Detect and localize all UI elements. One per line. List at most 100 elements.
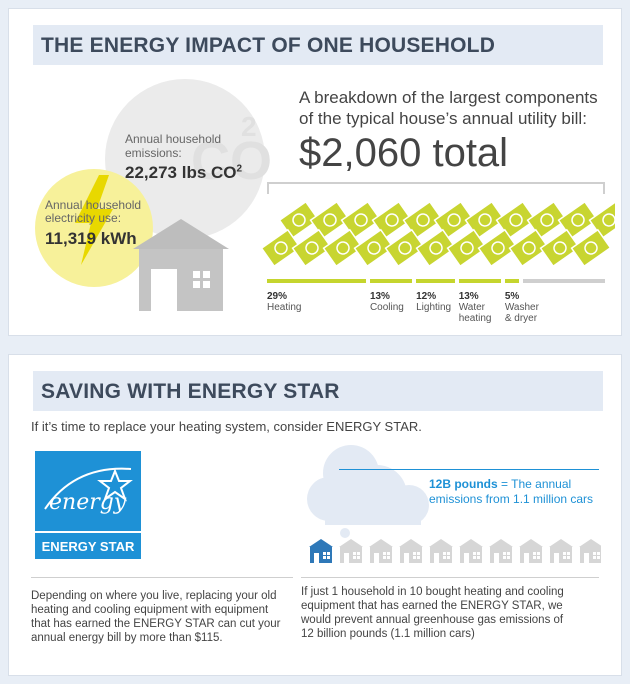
- dollar-bill-icon: [526, 200, 568, 240]
- category-percent: 13%: [369, 291, 390, 302]
- cloud-caption-line1: 12B pounds = The annual: [429, 477, 593, 492]
- category-bar-segment: [504, 279, 519, 283]
- cloud-caption-rest: = The annual: [497, 477, 572, 491]
- electricity-label-line2: electricity use:: [45, 211, 122, 225]
- left-divider: [31, 577, 293, 578]
- household-row: [309, 539, 601, 563]
- section-title: SAVING WITH ENERGY STAR: [41, 380, 340, 403]
- paragraph-line: 12 billion pounds (1.1 million cars): [301, 628, 475, 640]
- emissions-label-line2: emissions:: [125, 146, 182, 160]
- energy-impact-panel: THE ENERGY IMPACT OF ONE HOUSEHOLD CO 2 …: [8, 8, 622, 336]
- house-icon: [579, 539, 601, 563]
- energy-script-text: energy: [49, 490, 127, 515]
- category-percent: 13%: [458, 291, 479, 302]
- emissions-value-text: 22,273 lbs CO: [125, 163, 237, 182]
- house-icon: [549, 539, 573, 563]
- dollar-bill-icon: [477, 228, 519, 268]
- savings-paragraph: Depending on where you live, replacing y…: [31, 589, 299, 645]
- category-name: Water: [458, 302, 485, 313]
- electricity-label: Annual household electricity use:: [45, 199, 141, 225]
- saving-energy-star-panel: SAVING WITH ENERGY STAR If it’s time to …: [8, 354, 622, 676]
- category-bar-segment: [416, 279, 455, 283]
- category-name: Lighting: [416, 302, 452, 313]
- category-name-line2: & dryer: [504, 313, 538, 324]
- dollar-bill-icon: [446, 228, 488, 268]
- emissions-label-line1: Annual household: [125, 132, 222, 146]
- dollar-bill-icon: [495, 200, 537, 240]
- dollar-bill-icon: [402, 200, 444, 240]
- intro-text: If it’s time to replace your heating sys…: [31, 419, 422, 434]
- breakdown-description: A breakdown of the largest components of…: [299, 87, 619, 129]
- paragraph-line: Depending on where you live, replacing y…: [31, 590, 277, 602]
- house-icon: [489, 539, 513, 563]
- category-bar-segment: [267, 279, 366, 283]
- co2-large-subscript: 2: [241, 111, 257, 142]
- dollar-bill-icon: [353, 228, 395, 268]
- dollar-bill-icon: [340, 200, 382, 240]
- category-label: 29% Heating: [267, 291, 301, 313]
- cloud-caption-line2: emissions from 1.1 million cars: [429, 492, 594, 506]
- electricity-label-line1: Annual household: [45, 198, 142, 212]
- category-name: Washer: [504, 302, 539, 313]
- breakdown-line2: of the typical house’s annual utility bi…: [299, 109, 587, 128]
- category-name: Heating: [267, 302, 302, 313]
- bracket-divider: [267, 182, 605, 194]
- energy-star-text: ENERGY STAR: [41, 539, 135, 554]
- dollar-bill-icon: [309, 200, 351, 240]
- paragraph-line: equipment that has earned the ENERGY STA…: [301, 600, 563, 612]
- dollar-bill-icon: [588, 200, 615, 240]
- total-amount: $2,060 total: [299, 131, 509, 175]
- category-name-line2: heating: [458, 313, 492, 324]
- emissions-label: Annual household emissions:: [125, 132, 221, 160]
- paragraph-line: heating and cooling equipment with equip…: [31, 604, 269, 616]
- dollar-bill-icon: [384, 228, 426, 268]
- category-bar-segment: [369, 279, 413, 283]
- house-icon: [133, 219, 229, 311]
- emissions-value: 22,273 lbs CO2: [125, 163, 242, 183]
- paragraph-line: annual energy bill by more than $115.: [31, 632, 223, 644]
- prevention-paragraph: If just 1 household in 10 bought heating…: [301, 585, 601, 641]
- category-name: Cooling: [369, 302, 404, 313]
- breakdown-line1: A breakdown of the largest components: [299, 88, 598, 107]
- money-bills-illustration: [260, 200, 615, 268]
- category-label: 5% Washer & dryer: [505, 291, 539, 324]
- paragraph-line: If just 1 household in 10 bought heating…: [301, 586, 564, 598]
- dollar-bill-icon: [464, 200, 506, 240]
- cloud-caption-bold: 12B pounds: [429, 477, 498, 491]
- category-bar-remainder: [522, 279, 605, 283]
- right-divider: [301, 577, 599, 578]
- cloud-caption: 12B pounds = The annual emissions from 1…: [429, 477, 593, 507]
- energy-star-logo: energy ENERGY STAR: [35, 451, 141, 559]
- dollar-bill-icon: [415, 228, 457, 268]
- dollar-bill-icon: [570, 228, 612, 268]
- house-icon: [459, 539, 483, 563]
- emissions-value-sup: 2: [236, 163, 243, 175]
- category-label: 13% Cooling: [370, 291, 404, 313]
- energy-star-swoosh-icon: energy: [44, 467, 133, 515]
- paragraph-line: that has earned the ENERGY STAR can cut …: [31, 618, 281, 630]
- electricity-value: 11,319 kWh: [45, 229, 137, 248]
- paragraph-line: would prevent annual greenhouse gas emis…: [301, 614, 564, 626]
- cloud-pointer-line: [339, 469, 599, 470]
- section-title-bar: SAVING WITH ENERGY STAR: [33, 371, 603, 411]
- section-title: THE ENERGY IMPACT OF ONE HOUSEHOLD: [41, 34, 496, 57]
- category-percent: 5%: [504, 291, 520, 302]
- house-icon: [369, 539, 393, 563]
- logo-divider: [35, 531, 141, 533]
- category-label: 12% Lighting: [416, 291, 451, 313]
- cloud-icon: [307, 445, 429, 538]
- dollar-bill-icon: [433, 200, 475, 240]
- dollar-bill-icon: [291, 228, 333, 268]
- dollar-bill-icon: [508, 228, 550, 268]
- category-bar-segment: [458, 279, 501, 283]
- house-icon: [519, 539, 543, 563]
- category-percent: 12%: [416, 291, 437, 302]
- dollar-bill-icon: [278, 200, 320, 240]
- dollar-bill-icon: [371, 200, 413, 240]
- category-percent: 29%: [267, 291, 288, 302]
- dollar-bill-icon: [539, 228, 581, 268]
- house-icon: [339, 539, 363, 563]
- dollar-bill-icon: [260, 228, 302, 268]
- house-icon: [429, 539, 453, 563]
- dollar-bill-icon: [322, 228, 364, 268]
